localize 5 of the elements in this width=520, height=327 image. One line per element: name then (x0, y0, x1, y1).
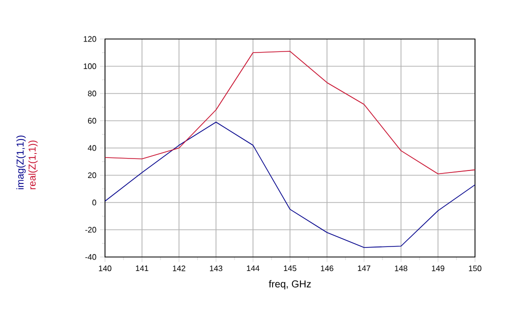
text: imag(Z(1,1)) (16, 136, 26, 190)
line-series (105, 122, 476, 248)
text: real(Z(1,1)) (28, 140, 38, 190)
line-series (105, 50, 476, 174)
x-axis-title: freq, GHz (268, 280, 311, 290)
